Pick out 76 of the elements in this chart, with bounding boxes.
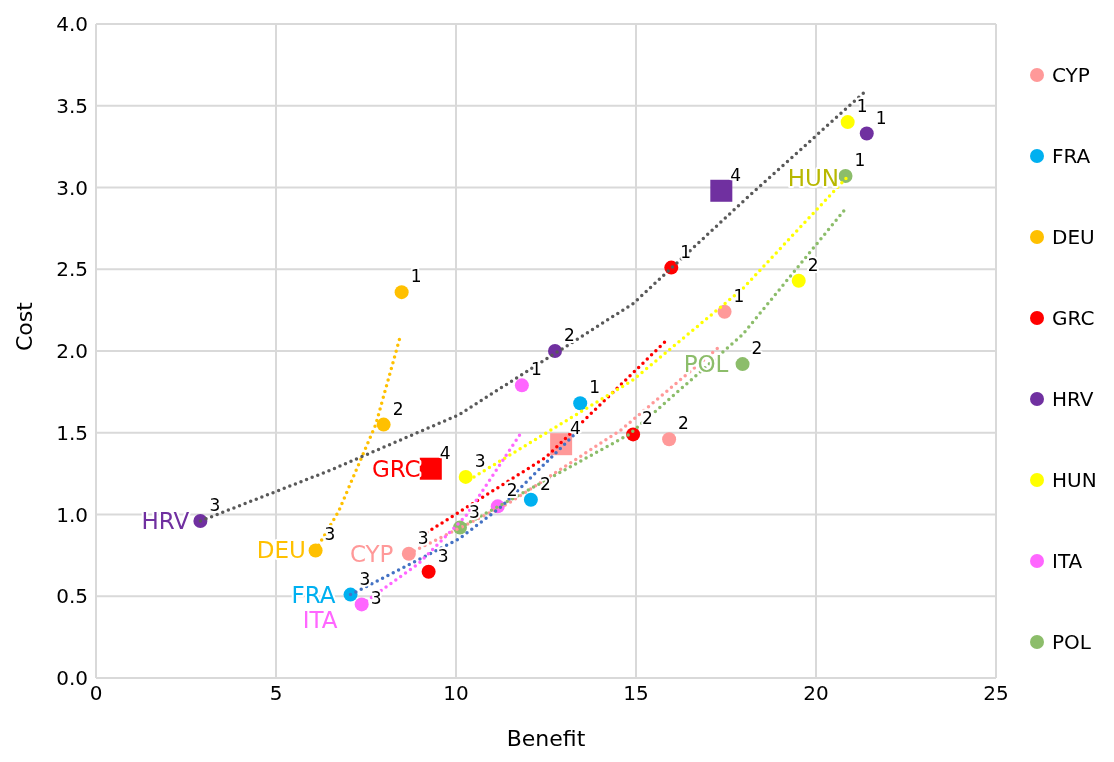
point [735, 357, 750, 372]
y-tick-label: 4.0 [56, 12, 88, 37]
annotation: 1 [589, 377, 601, 398]
point [458, 469, 473, 484]
point [394, 285, 409, 300]
x-tick-label: 0 [89, 681, 103, 706]
y-tick-label: 3.0 [56, 175, 88, 200]
annotation: 2 [539, 473, 551, 494]
x-tick-label: 5 [269, 681, 283, 706]
annotation: 1 [680, 241, 692, 262]
point [791, 273, 806, 288]
point [421, 564, 436, 579]
annotation: 2 [642, 408, 653, 429]
legend-label: GRC [1052, 305, 1095, 330]
point [710, 179, 733, 202]
point [573, 396, 588, 411]
annotation: ITA [302, 606, 338, 633]
legend-label: ITA [1052, 548, 1083, 573]
x-tick-label: 10 [443, 681, 469, 706]
annotation: 4 [730, 164, 742, 185]
x-tick-label: 25 [983, 681, 1009, 706]
y-tick-label: 1.0 [56, 502, 88, 527]
annotation: POL [683, 351, 729, 378]
annotation: 1 [856, 96, 868, 117]
x-tick-label: 20 [803, 681, 829, 706]
legend-label: HRV [1052, 386, 1094, 411]
annotation: 1 [733, 285, 745, 306]
annotation: 2 [678, 413, 689, 434]
annotation: 1 [410, 266, 422, 287]
point [193, 514, 208, 529]
annotation: 3 [468, 501, 480, 522]
y-tick-label: 2.5 [56, 257, 88, 282]
annotation: 2 [392, 398, 404, 419]
x-axis-title: Benefit [506, 726, 586, 751]
annotation: DEU [256, 537, 306, 564]
annotation: 3 [324, 524, 336, 545]
point [514, 378, 529, 393]
annotation: 1 [854, 150, 866, 171]
y-axis-title: Cost [11, 301, 37, 351]
point [662, 432, 677, 447]
annotation: 1 [875, 107, 887, 128]
annotation: 3 [359, 568, 371, 589]
annotation: HRV [141, 508, 190, 535]
legend-label: DEU [1052, 224, 1095, 249]
legend-label: HUN [1052, 467, 1097, 492]
annotation: GRC [371, 455, 421, 482]
annotation: 2 [506, 480, 518, 501]
annotation: 4 [439, 442, 451, 463]
annotation: 3 [370, 587, 382, 608]
y-tick-label: 2.0 [56, 339, 88, 364]
annotation: CYP [349, 540, 394, 567]
annotation: HUN [787, 164, 840, 191]
point [859, 126, 874, 141]
point [419, 457, 442, 480]
point [840, 115, 855, 130]
legend-label: CYP [1052, 62, 1090, 87]
annotation: FRA [291, 581, 336, 608]
y-tick-label: 0.0 [56, 666, 88, 691]
annotation: 1 [530, 359, 542, 380]
point [838, 169, 853, 184]
legend-label: POL [1052, 629, 1091, 654]
point [717, 304, 732, 319]
annotation: 3 [209, 495, 221, 516]
annotation: 3 [417, 527, 429, 548]
legend-label: FRA [1052, 143, 1091, 168]
annotation: 3 [474, 450, 486, 471]
annotation: 2 [751, 338, 763, 359]
annotation: 3 [437, 545, 449, 566]
y-tick-label: 1.5 [56, 420, 88, 445]
y-tick-label: 0.5 [56, 584, 88, 609]
point [376, 417, 391, 432]
point [523, 492, 538, 507]
annotation: 2 [564, 325, 575, 345]
y-tick-label: 3.5 [56, 93, 88, 118]
annotation: 2 [807, 254, 819, 275]
x-tick-label: 15 [623, 681, 649, 706]
